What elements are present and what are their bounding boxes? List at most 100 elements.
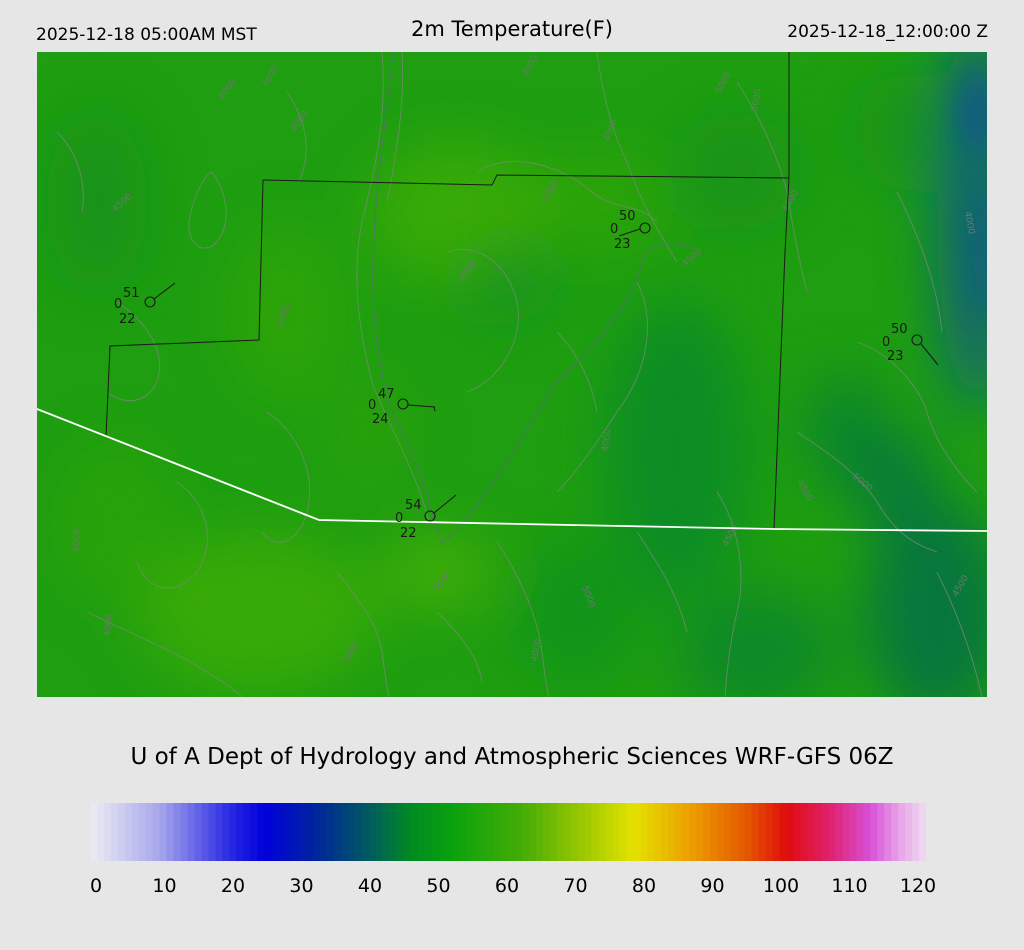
colorbar-segment <box>396 803 405 861</box>
colorbar-segment <box>682 803 690 861</box>
colorbar-segment <box>821 803 830 861</box>
wind-barb-icon <box>920 343 939 366</box>
colorbar-segment <box>891 803 899 861</box>
colorbar-segment <box>863 803 871 861</box>
colorbar-tick-label: 120 <box>899 875 937 897</box>
colorbar-segment <box>340 803 349 861</box>
local-time-label: 2025-12-18 05:00AM MST <box>36 25 257 45</box>
colorbar-segment <box>473 803 481 861</box>
colorbar-segment <box>278 803 286 861</box>
colorbar-tick-label: 70 <box>563 875 588 897</box>
colorbar-segment <box>96 803 105 861</box>
colorbar-segment <box>494 803 502 861</box>
colorbar-segment <box>159 803 168 861</box>
colorbar-tick-label: 20 <box>220 875 246 897</box>
temperature-colorbar <box>90 803 926 861</box>
colorbar-segment <box>508 803 516 861</box>
colorbar-segment <box>361 803 370 861</box>
station-plot: 50 0 23 <box>882 322 939 366</box>
colorbar-segment <box>445 803 453 861</box>
colorbar-segment <box>814 803 823 861</box>
colorbar-segment <box>542 803 551 861</box>
colorbar-segment <box>751 803 760 861</box>
colorbar-segment <box>459 803 467 861</box>
colorbar-segment <box>654 803 662 861</box>
colorbar-segment <box>772 803 781 861</box>
state-boundary <box>37 408 987 532</box>
colorbar-segment <box>835 803 843 861</box>
station-temperature: 50 <box>619 209 636 224</box>
colorbar-segment <box>884 803 892 861</box>
colorbar-segment <box>598 803 607 861</box>
colorbar-segment <box>549 803 558 861</box>
colorbar-segment <box>668 803 676 861</box>
colorbar-segment <box>647 803 655 861</box>
colorbar-segment <box>717 803 725 861</box>
colorbar-tick-label: 100 <box>762 875 800 897</box>
colorbar-segment <box>898 803 906 861</box>
colorbar-segment <box>758 803 767 861</box>
colorbar-segment <box>347 803 356 861</box>
colorbar-segment <box>103 803 112 861</box>
station-temperature: 54 <box>405 498 422 513</box>
colorbar-segment <box>730 803 739 861</box>
colorbar-segment <box>138 803 147 861</box>
station-wind: 0 <box>395 511 403 526</box>
colorbar-segment <box>487 803 495 861</box>
colorbar-segment <box>424 803 432 861</box>
station-temperature: 51 <box>123 286 140 301</box>
colorbar-segment <box>452 803 460 861</box>
colorbar-segment <box>689 803 697 861</box>
station-plot: 54 0 22 <box>395 494 457 541</box>
colorbar-segment <box>382 803 391 861</box>
colorbar-tick-label: 50 <box>426 875 451 897</box>
colorbar-segment <box>556 803 565 861</box>
colorbar-segment <box>292 803 300 861</box>
colorbar-segment <box>591 803 600 861</box>
colorbar-segment <box>285 803 293 861</box>
station-wind: 0 <box>610 222 618 237</box>
colorbar-segment <box>257 803 265 861</box>
colorbar-segment <box>570 803 579 861</box>
colorbar-segment <box>124 803 133 861</box>
colorbar-segment <box>319 803 328 861</box>
colorbar-segment <box>675 803 683 861</box>
temperature-shading <box>47 52 987 697</box>
station-plot: 50 0 23 <box>610 209 651 252</box>
contour-elevation-label: 4000 <box>600 428 614 453</box>
contour-elevation-label: 4000 <box>72 529 82 552</box>
wind-barb-icon <box>153 282 176 300</box>
colorbar-tick-label: 90 <box>700 875 725 897</box>
station-marker-icon <box>424 510 436 522</box>
colorbar-segment <box>737 803 746 861</box>
temperature-map: 4000 4000 4000 4000 4500 4500 5000 5000 4000 4500… <box>37 52 987 697</box>
colorbar-segment <box>201 803 210 861</box>
station-plot: 47 0 24 <box>368 387 436 427</box>
colorbar-segment <box>208 803 216 861</box>
colorbar-segment <box>480 803 488 861</box>
wind-barb-icon <box>433 494 457 514</box>
colorbar-segment <box>417 803 425 861</box>
map-title: 2m Temperature(F) <box>411 17 613 41</box>
colorbar-segment <box>299 803 307 861</box>
colorbar-segment <box>723 803 732 861</box>
colorbar-segment <box>842 803 850 861</box>
valid-time-label: 2025-12-18_12:00:00 Z <box>787 22 988 42</box>
colorbar-segment <box>807 803 816 861</box>
station-dewpoint: 23 <box>887 349 904 364</box>
colorbar-segment <box>696 803 704 861</box>
station-marker-icon <box>639 222 651 234</box>
station-marker-icon <box>911 334 923 346</box>
colorbar-segment <box>312 803 321 861</box>
colorbar-segment <box>145 803 154 861</box>
colorbar-segment <box>765 803 774 861</box>
colorbar-segment <box>528 803 537 861</box>
colorbar-segment <box>166 803 175 861</box>
colorbar-segment <box>563 803 572 861</box>
contour-elevation-label: 4000 <box>530 638 544 663</box>
colorbar-segment <box>264 803 272 861</box>
colorbar-segment <box>786 803 795 861</box>
colorbar-segment <box>403 803 412 861</box>
colorbar-segment <box>375 803 384 861</box>
colorbar-segment <box>633 803 641 861</box>
